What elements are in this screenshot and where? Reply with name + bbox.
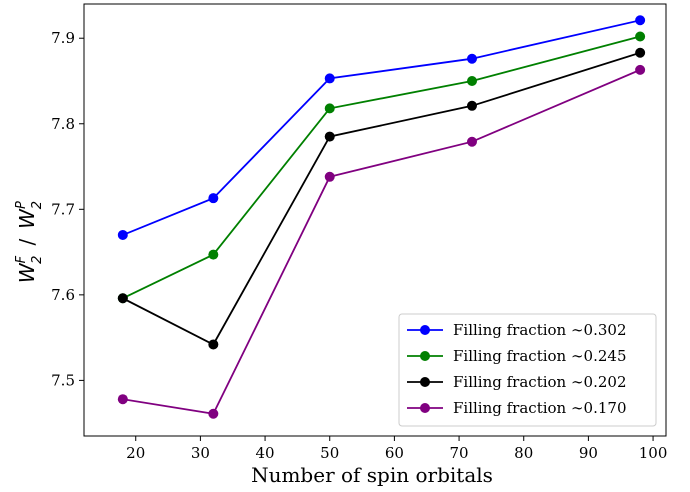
data-point xyxy=(208,339,219,350)
series-line xyxy=(122,51,641,346)
x-tick-label: 70 xyxy=(450,444,469,462)
y-tick-label: 7.6 xyxy=(51,286,75,304)
series-line xyxy=(122,19,641,236)
legend-item: Filling fraction ∼0.170 xyxy=(407,399,627,417)
legend-marker xyxy=(420,325,430,335)
y-label-w1: W xyxy=(15,262,39,283)
series-2 xyxy=(117,47,646,350)
legend-label: Filling fraction ∼0.245 xyxy=(453,347,627,365)
legend-label: Filling fraction ∼0.202 xyxy=(453,373,627,391)
data-point xyxy=(324,171,335,182)
y-label-sup1: F xyxy=(14,255,29,263)
y-tick-label: 7.7 xyxy=(51,200,75,218)
series-line xyxy=(122,35,641,300)
y-tick-label: 7.8 xyxy=(51,115,75,133)
series-3 xyxy=(117,64,646,419)
legend-item: Filling fraction ∼0.302 xyxy=(407,321,627,339)
series-0 xyxy=(117,15,646,240)
y-label-sub2: 2 xyxy=(30,201,45,209)
data-point xyxy=(117,229,128,240)
x-tick-label: 80 xyxy=(514,444,533,462)
x-tick-label: 20 xyxy=(126,444,145,462)
data-point xyxy=(635,15,646,26)
data-point xyxy=(467,75,477,86)
y-label-w2: W xyxy=(15,208,39,229)
data-point xyxy=(117,293,128,304)
legend-label: Filling fraction ∼0.170 xyxy=(453,399,627,417)
y-tick-label: 7.9 xyxy=(51,29,75,47)
svg-text:WF2/WP2: WF2/WP2 xyxy=(14,201,45,283)
plot-frame xyxy=(83,3,667,437)
data-point xyxy=(467,53,477,64)
x-tick-label: 60 xyxy=(385,444,404,462)
legend: Filling fraction ∼0.302 Filling fraction … xyxy=(398,313,657,427)
data-point xyxy=(208,193,219,204)
data-point xyxy=(467,100,477,111)
data-point xyxy=(208,249,219,260)
x-tick-label: 100 xyxy=(639,444,668,462)
x-tick-label: 90 xyxy=(579,444,598,462)
data-point xyxy=(324,131,335,142)
legend-box xyxy=(398,313,657,427)
legend-marker xyxy=(420,377,430,387)
data-point xyxy=(635,31,646,42)
x-tick-label: 40 xyxy=(256,444,275,462)
legend-item: Filling fraction ∼0.245 xyxy=(407,347,627,365)
legend-label: Filling fraction ∼0.302 xyxy=(453,321,627,339)
data-point xyxy=(324,103,335,114)
series-1 xyxy=(117,31,646,304)
x-tick-label: 30 xyxy=(191,444,210,462)
data-point xyxy=(635,47,646,58)
y-tick-label: 7.5 xyxy=(51,371,75,389)
y-label-sup2: P xyxy=(14,201,29,209)
x-tick-label: 50 xyxy=(320,444,339,462)
data-point xyxy=(635,64,646,75)
legend-marker xyxy=(420,351,430,361)
data-point xyxy=(324,73,335,84)
x-axis-label: Number of spin orbitals xyxy=(251,463,493,487)
y-axis-label: WF2/WP2 xyxy=(14,201,45,283)
y-label-sub1: 2 xyxy=(30,256,45,264)
legend-marker xyxy=(420,403,430,413)
legend-item: Filling fraction ∼0.202 xyxy=(407,373,627,391)
data-point xyxy=(208,408,219,419)
data-point xyxy=(467,136,477,147)
data-point xyxy=(117,394,128,405)
y-label-slash: / xyxy=(15,239,39,246)
